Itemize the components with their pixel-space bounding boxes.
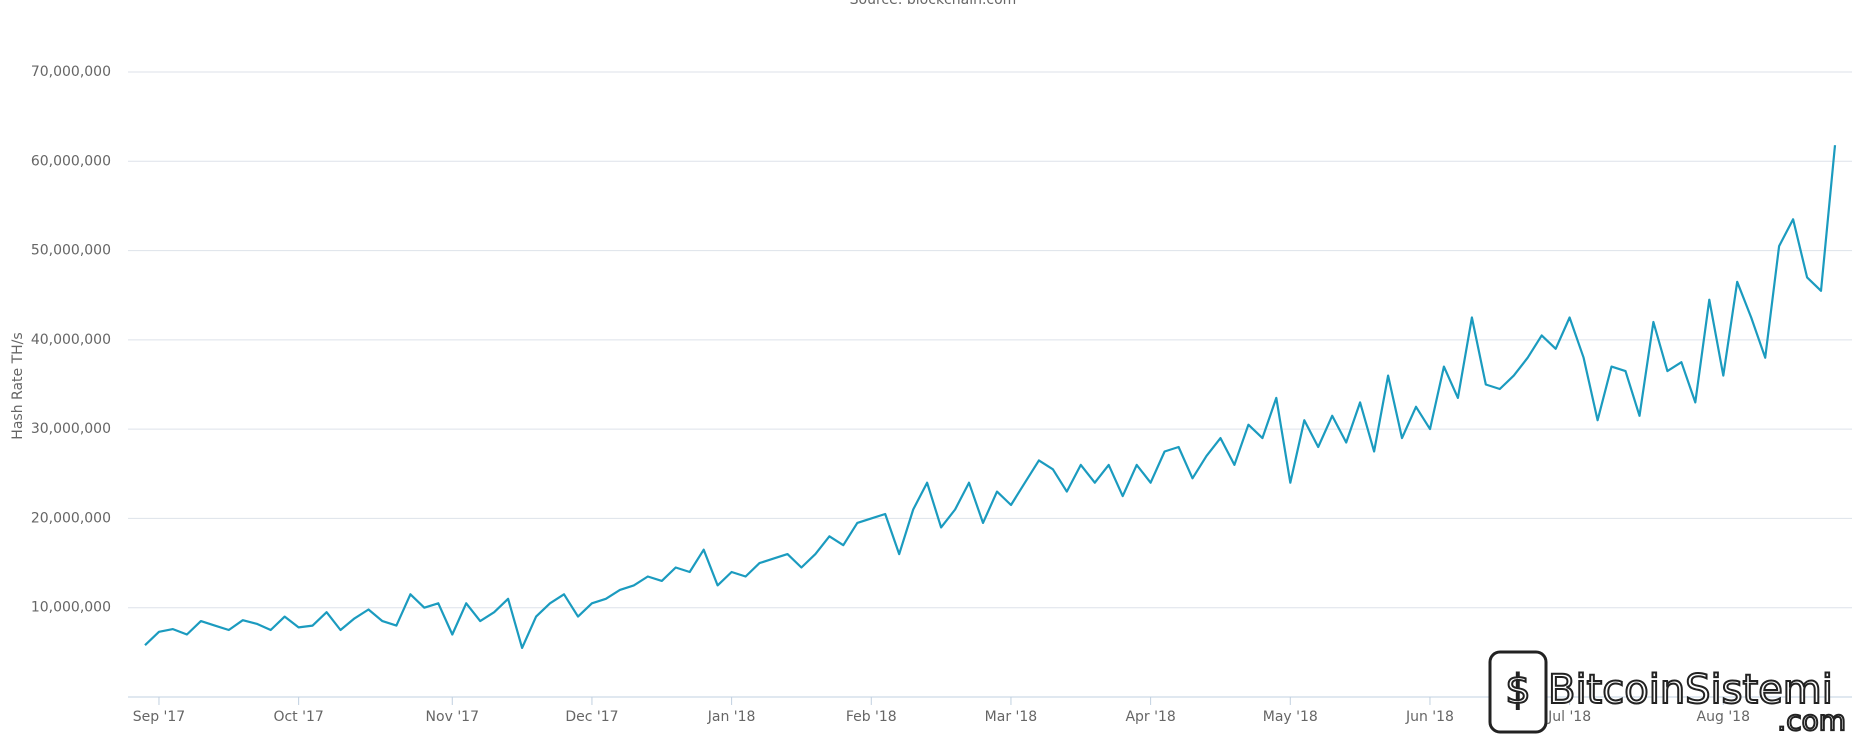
x-tick-label: Feb '18 (846, 709, 897, 725)
watermark: $ BitcoinSistemi .com (1488, 650, 1847, 738)
y-tick-label: 30,000,000 (31, 421, 111, 437)
y-tick-label: 70,000,000 (31, 64, 111, 80)
y-tick-label: 40,000,000 (31, 332, 111, 348)
y-tick-label: 20,000,000 (31, 510, 111, 526)
x-tick-label: Jan '18 (707, 709, 756, 725)
x-tick-label: Mar '18 (985, 709, 1038, 725)
x-tick-label: May '18 (1263, 709, 1318, 725)
x-tick-label: Nov '17 (426, 709, 479, 725)
chart-subtitle: Source: blockchain.com (850, 0, 1017, 8)
x-tick-label: Oct '17 (273, 709, 323, 725)
x-tick-label: Sep '17 (133, 709, 186, 725)
x-tick-label: Apr '18 (1125, 709, 1175, 725)
watermark-domain: .com (1777, 704, 1846, 737)
x-tick-label: Dec '17 (565, 709, 618, 725)
x-tick-label: Jun '18 (1405, 709, 1454, 725)
watermark-symbol: $ (1505, 667, 1530, 713)
watermark-text: BitcoinSistemi (1548, 667, 1833, 713)
y-tick-label: 10,000,000 (31, 600, 111, 616)
y-tick-label: 60,000,000 (31, 153, 111, 169)
y-axis-label: Hash Rate TH/s (10, 332, 26, 439)
watermark-logo (1488, 650, 1548, 734)
x-tick-label: Jul '18 (1547, 709, 1591, 725)
y-tick-label: 50,000,000 (31, 243, 111, 259)
line-series (144, 145, 1837, 649)
x-tick-label: Aug '18 (1697, 709, 1750, 725)
